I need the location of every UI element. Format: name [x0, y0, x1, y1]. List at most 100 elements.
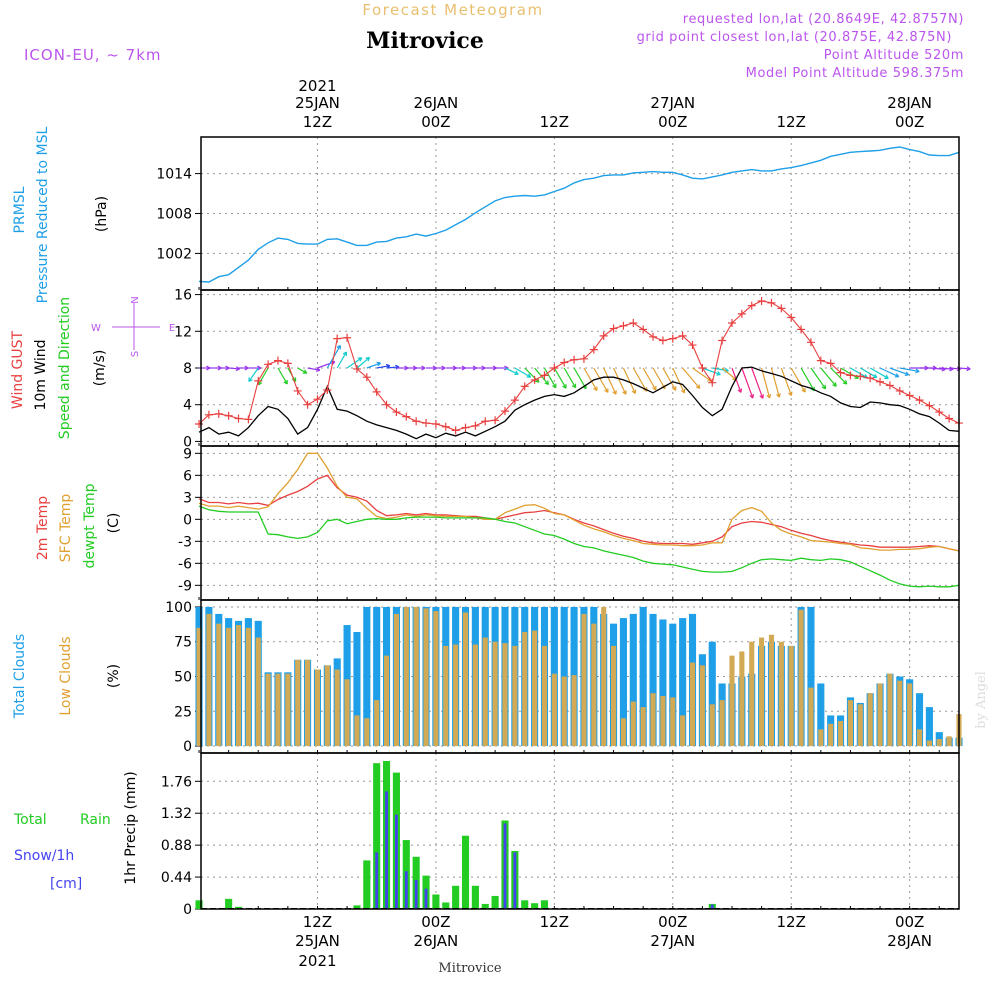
bottom-time-label-2: 26JAN	[414, 932, 459, 950]
gust-marker	[333, 335, 341, 343]
low-cloud-bar	[720, 700, 725, 746]
gust-marker	[896, 387, 904, 395]
low-cloud-bar	[256, 638, 261, 746]
low-cloud-bar	[710, 704, 715, 746]
wind-panel-labels: Wind GUST 10m Wind Speed and Direction (…	[10, 296, 175, 439]
snow-bar	[504, 823, 507, 909]
pressure-line	[199, 147, 959, 282]
top-time-label-2: 26JAN	[414, 94, 459, 112]
gust-marker	[550, 364, 558, 372]
wind-arrow	[781, 368, 791, 396]
gust-marker	[767, 299, 775, 307]
gust-marker	[698, 364, 706, 372]
precip-panel-labels: Total Rain Snow/1h [cm] 1hr Precip (mm)	[13, 771, 139, 892]
low-cloud-bar	[907, 683, 912, 746]
low-cloud-bar	[473, 645, 478, 747]
pressure-ytick-label: 1008	[156, 207, 192, 223]
temp-panel-labels: 2m Temp SFC Temp dewpt Temp (C)	[35, 483, 122, 568]
gust-marker	[600, 332, 608, 340]
bottom-time-label-2: 27JAN	[650, 932, 695, 950]
gust-marker	[669, 335, 677, 343]
gust-marker	[935, 408, 943, 416]
bottom-time-label-1: 12Z	[540, 913, 569, 931]
compass-s: S	[130, 351, 141, 357]
gust-marker	[284, 359, 292, 367]
low-cloud-bar	[591, 624, 596, 746]
low-cloud-bar	[226, 628, 231, 746]
product-title: Forecast Meteogram	[362, 1, 543, 19]
gust-marker	[886, 381, 894, 389]
wind-arrow-head	[770, 394, 771, 398]
top-time-label-3: 12Z	[540, 113, 569, 131]
gust-marker	[876, 378, 884, 386]
snow-bar	[385, 791, 388, 909]
low-cloud-bar	[641, 707, 646, 746]
low-cloud-bar	[305, 660, 310, 746]
wind-arrow-head	[753, 394, 754, 398]
low-cloud-bar	[680, 715, 685, 746]
top-time-label-3: 12Z	[303, 113, 332, 131]
gust-marker	[235, 414, 243, 422]
bottom-time-label-1: 00Z	[895, 913, 924, 931]
low-cloud-bar	[315, 670, 320, 747]
gust-line	[199, 301, 959, 430]
low-cloud-bar	[443, 646, 448, 746]
snow-unit: [cm]	[50, 876, 82, 892]
wind-ytick-label: 12	[174, 324, 192, 340]
low-cloud-bar	[404, 607, 409, 746]
temp-unit: (C)	[106, 513, 122, 534]
pressure-ytick-label: 1002	[156, 246, 192, 262]
gust-marker	[856, 372, 864, 380]
plot-layer: 1002100810140481216-9-6-3036902550751000…	[156, 77, 970, 970]
temp-sfc-label: SFC Temp	[58, 494, 74, 563]
low-cloud-bar	[828, 724, 833, 746]
gust-marker	[925, 402, 933, 410]
temp-ytick-label: 9	[183, 446, 192, 462]
low-cloud-bar	[808, 688, 813, 746]
bottom-time-label-2: 25JAN	[295, 932, 340, 950]
low-cloud-bar	[937, 739, 942, 746]
gust-marker	[521, 382, 529, 390]
snow-label: Snow/1h	[14, 848, 74, 864]
gust-markers	[195, 297, 963, 434]
rain-bar	[363, 860, 370, 909]
low-cloud-bar	[216, 624, 221, 746]
low-cloud-bar	[512, 646, 517, 746]
wind-ytick-label: 8	[183, 361, 192, 377]
gust-marker	[817, 357, 825, 365]
cloud-unit: (%)	[106, 664, 122, 688]
gust-marker	[432, 420, 440, 428]
gust-marker	[304, 401, 312, 409]
low-cloud-bar	[394, 614, 399, 746]
gust-marker	[619, 322, 627, 330]
gridpoint-coordinates: grid point closest lon,lat (20.875E, 42.…	[637, 30, 952, 45]
low-cloud-bar	[433, 611, 438, 746]
low-cloud-bar	[818, 729, 823, 746]
requested-coordinates: requested lon,lat (20.8649E, 42.8757N)	[683, 12, 964, 27]
low-cloud-bar	[483, 638, 488, 746]
precip-panel: 00.440.881.321.76	[161, 753, 959, 918]
precip-frame	[201, 753, 959, 909]
wind-arrow-head	[386, 364, 390, 365]
wind-speed-line	[199, 367, 959, 439]
compass-w: W	[91, 323, 101, 334]
rain-bar	[452, 886, 459, 909]
clouds-ytick-label: 25	[174, 704, 192, 720]
gust-marker	[294, 387, 302, 395]
pressure-unit: (hPa)	[94, 196, 110, 232]
low-cloud-bar	[266, 674, 271, 746]
top-time-label-2: 28JAN	[887, 94, 932, 112]
watermark: by Angel	[974, 671, 989, 729]
top-time-label-2: 25JAN	[295, 94, 340, 112]
gust-marker	[639, 325, 647, 333]
wind-arrow	[278, 368, 287, 384]
gust-marker	[570, 356, 578, 364]
precip-ytick-label: 1.32	[161, 806, 192, 822]
gust-marker	[244, 415, 252, 423]
top-time-label-3: 00Z	[895, 113, 924, 131]
wind-arrow-head	[835, 382, 836, 386]
wind-direction-label: Speed and Direction	[57, 297, 73, 439]
rain-label-rain: Rain	[80, 812, 111, 828]
pressure-panel-labels: PRMSL Pressure Reduced to MSL (hPa)	[12, 126, 110, 303]
low-cloud-bar	[611, 646, 616, 746]
